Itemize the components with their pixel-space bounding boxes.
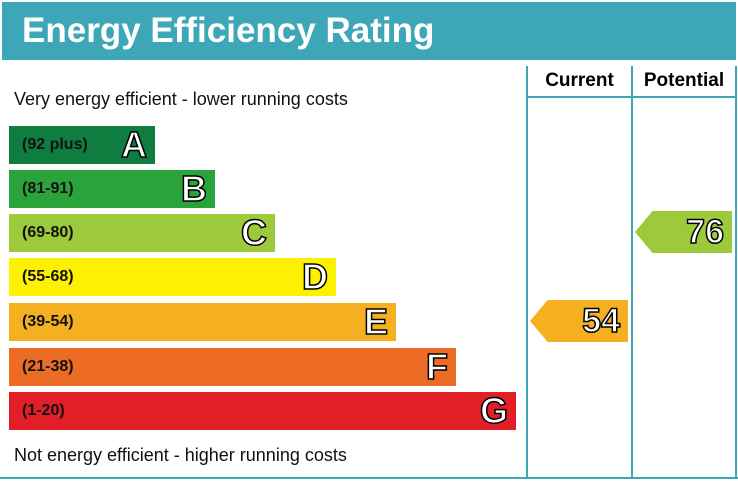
band-letter: G <box>479 389 509 432</box>
band-letter: A <box>120 123 148 166</box>
band-e: (39-54) E <box>9 300 396 343</box>
divider <box>526 66 528 479</box>
band-a: (92 plus) A <box>9 123 155 166</box>
top-note: Very energy efficient - lower running co… <box>14 89 348 109</box>
band-b: (81-91) B <box>9 167 215 210</box>
band-range: (39-54) <box>22 313 74 330</box>
chart-title: Energy Efficiency Rating <box>2 2 736 60</box>
bottom-note: Not energy efficient - higher running co… <box>14 445 347 465</box>
divider <box>735 66 737 479</box>
band-f: (21-38) F <box>9 345 456 388</box>
divider <box>631 66 633 479</box>
band-d: (55-68) D <box>9 255 336 298</box>
band-g: (1-20) G <box>9 389 516 432</box>
band-letter: F <box>425 345 449 388</box>
current-rating-arrow: 54 <box>530 300 628 342</box>
band-letter: D <box>301 255 329 298</box>
band-range: (21-38) <box>22 358 74 375</box>
band-range: (81-91) <box>22 180 74 197</box>
column-header-current: Current <box>545 70 614 91</box>
band-range: (69-80) <box>22 224 74 241</box>
band-letter: C <box>240 211 268 254</box>
potential-rating-arrow: 76 <box>635 211 732 253</box>
divider <box>526 96 737 98</box>
band-letter: B <box>180 167 208 210</box>
current-rating-value: 54 <box>581 301 620 341</box>
band-range: (1-20) <box>22 402 65 419</box>
band-range: (55-68) <box>22 268 74 285</box>
band-c: (69-80) C <box>9 211 275 254</box>
band-range: (92 plus) <box>22 136 88 153</box>
column-header-potential: Potential <box>643 70 725 91</box>
divider <box>0 477 738 479</box>
potential-rating-value: 76 <box>685 212 724 252</box>
band-letter: E <box>363 300 389 343</box>
